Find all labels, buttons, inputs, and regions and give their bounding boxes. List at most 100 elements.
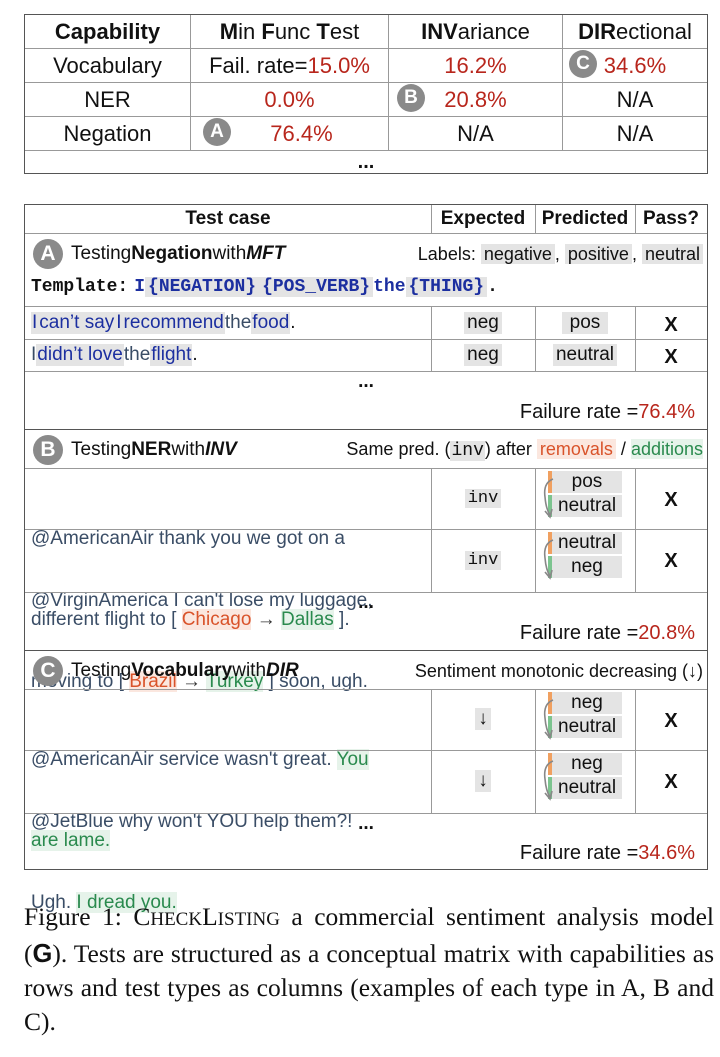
expected-cell: ↓ — [431, 689, 535, 749]
divider — [635, 205, 636, 233]
mft-cell: 0.0% — [190, 82, 389, 117]
example-a2-text: I didn’t love the flight. — [31, 344, 198, 366]
example-b2-text: @VirginAmerica I can't lose my luggage, … — [31, 590, 373, 692]
matrix-dots: ... — [357, 151, 375, 173]
expected-cell: inv — [431, 468, 535, 528]
marker-c: C — [569, 50, 597, 78]
template-line: Template: I {NEGATION} {POS_VERB} the {T… — [31, 277, 498, 297]
divider — [25, 529, 707, 530]
section-a-failure-rate: Failure rate = 76.4% — [519, 400, 695, 423]
header-capability: Capability — [25, 15, 191, 49]
divider — [431, 306, 432, 371]
dir-cell: N/A — [562, 82, 707, 117]
capability-cell: Negation — [25, 116, 191, 151]
mft-cell: A 76.4% — [190, 116, 389, 151]
matrix-table: Capability Min Func Test INVariance DIRe… — [25, 15, 707, 174]
divider — [25, 371, 707, 372]
inv-cell: N/A — [388, 116, 563, 151]
fail-mark: X — [664, 770, 678, 793]
test-case-panel: Test case Expected Predicted Pass? A Tes… — [24, 204, 708, 913]
predicted-cell: neutral — [535, 340, 635, 370]
section-a-title: A Testing Negation with MFT Labels: nega… — [33, 237, 703, 271]
change-arrow-icon — [543, 699, 554, 740]
mft-cell: Fail. rate=15.0% — [190, 48, 389, 83]
marker-b-icon: B — [33, 435, 63, 465]
matrix-dots-row: ... — [25, 151, 707, 175]
divider — [25, 650, 707, 651]
divider — [25, 750, 707, 751]
divider — [535, 205, 536, 233]
g-logo-icon: G — [32, 940, 53, 968]
header-mft: Min Func Test — [190, 15, 389, 49]
divider — [25, 429, 707, 430]
fail-mark: X — [664, 488, 678, 511]
mft-value: 76.4% — [270, 120, 333, 146]
section-c-title: C Testing Vocabulary with DIR Sentiment … — [33, 654, 703, 688]
fail-mark: X — [664, 549, 678, 572]
section-c-dots: ... — [358, 813, 374, 834]
fail-mark: X — [664, 345, 678, 368]
divider — [635, 689, 636, 813]
section-c-failure-rate: Failure rate = 34.6% — [519, 841, 695, 864]
section-a-dots: ... — [358, 371, 374, 392]
expected-cell: inv — [431, 529, 535, 591]
divider — [535, 689, 536, 813]
divider — [25, 233, 707, 234]
marker-c-icon: C — [33, 656, 63, 686]
capability-cell: Vocabulary — [25, 48, 191, 83]
predicted-pair: pos neutral — [535, 470, 635, 518]
change-arrow-icon — [543, 478, 554, 519]
divider — [535, 306, 536, 371]
section-b-description: Same pred. (inv) after removals / additi… — [346, 439, 703, 461]
divider — [25, 592, 707, 593]
header-dir: DIRectional — [562, 15, 707, 49]
inv-cell: 16.2% — [388, 48, 563, 83]
dir-cell: N/A — [562, 116, 707, 151]
marker-b: B — [397, 84, 425, 112]
divider — [535, 468, 536, 592]
example-b1-text: @AmericanAir thank you we got on a diffe… — [31, 528, 350, 630]
matrix-row: Negation A 76.4% N/A N/A — [25, 116, 707, 151]
example-c1-text: @AmericanAir service wasn't great. You a… — [31, 749, 369, 851]
predicted-pair: neg neutral — [535, 752, 635, 800]
capability-cell: NER — [25, 82, 191, 117]
divider — [25, 339, 707, 340]
matrix-row: NER 0.0% B 20.8% N/A — [25, 82, 707, 117]
section-b-failure-rate: Failure rate = 20.8% — [519, 621, 695, 644]
change-arrow-icon — [543, 539, 554, 580]
header-test-case: Test case — [185, 208, 271, 229]
matrix-row: Vocabulary Fail. rate=15.0% 16.2% C 34.6… — [25, 48, 707, 83]
divider — [431, 689, 432, 813]
header-predicted: Predicted — [541, 208, 629, 229]
inv-cell: B 20.8% — [388, 82, 563, 117]
expected-cell: neg — [431, 340, 535, 370]
figure-caption: Figure 1: CHECKLISTING a commercial sent… — [24, 902, 714, 1036]
section-b-title: B Testing NER with INV Same pred. (inv) … — [33, 433, 703, 467]
divider — [25, 813, 707, 814]
expected-cell: neg — [431, 308, 535, 338]
header-inv: INVariance — [388, 15, 563, 49]
marker-a-icon: A — [33, 239, 63, 269]
section-c-description: Sentiment monotonic decreasing (↓) — [414, 660, 703, 681]
fail-mark: X — [664, 313, 678, 336]
divider — [25, 468, 707, 469]
divider — [25, 306, 707, 307]
divider — [635, 468, 636, 592]
divider — [431, 468, 432, 592]
divider — [635, 306, 636, 371]
change-arrow-icon — [543, 760, 554, 801]
labels-list: Labels: negative, positive, neutral — [418, 243, 703, 265]
predicted-pair: neg neutral — [535, 691, 635, 739]
fail-mark: X — [664, 709, 678, 732]
section-b-dots: ... — [358, 592, 374, 613]
predicted-pair: neutral neg — [535, 531, 635, 579]
header-pass: Pass? — [643, 208, 699, 229]
expected-cell: ↓ — [431, 750, 535, 812]
header-expected: Expected — [440, 208, 526, 229]
predicted-cell: pos — [535, 308, 635, 338]
capability-matrix: Capability Min Func Test INVariance DIRe… — [24, 14, 708, 174]
example-c2-text: @JetBlue why won't YOU help them?! Ugh. … — [31, 811, 353, 913]
matrix-header-row: Capability Min Func Test INVariance DIRe… — [25, 15, 707, 49]
marker-a: A — [203, 118, 231, 146]
dir-cell: C 34.6% — [562, 48, 707, 83]
